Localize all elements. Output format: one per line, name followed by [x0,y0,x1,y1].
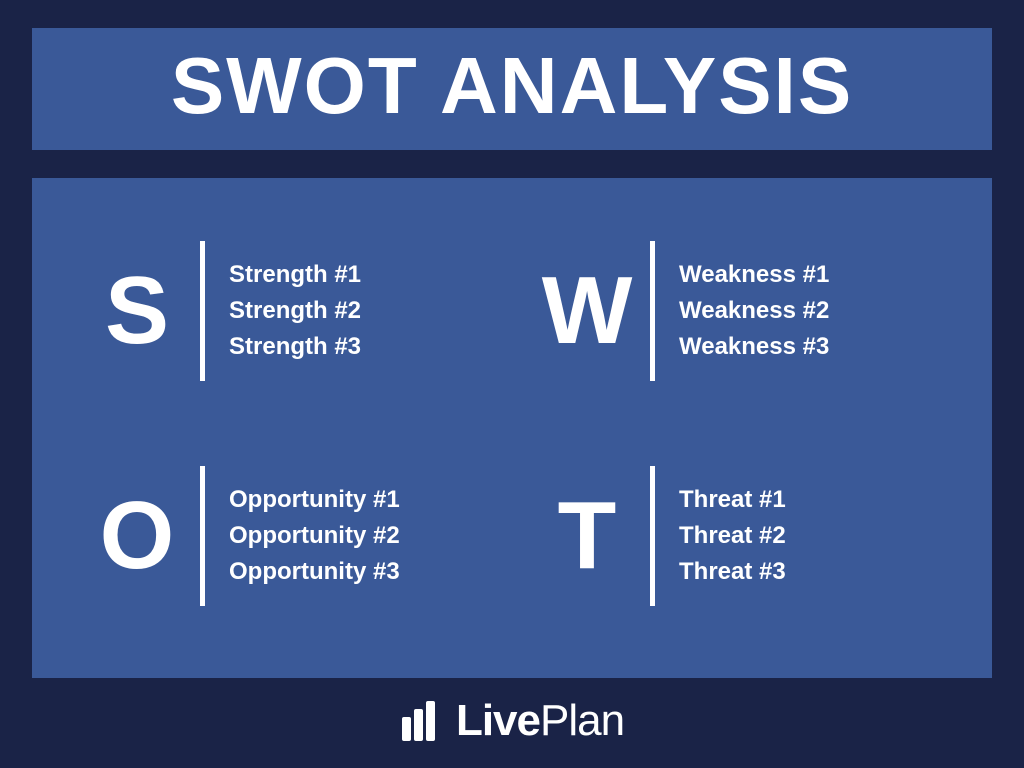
brand-name: LivePlan [456,696,624,746]
list-item: Strength #1 [229,257,361,293]
liveplan-logo-icon [400,699,446,743]
list-item: Strength #3 [229,329,361,365]
opportunities-list: Opportunity #1 Opportunity #2 Opportunit… [229,482,400,590]
quadrant-opportunities: O Opportunity #1 Opportunity #2 Opportun… [82,453,492,618]
threats-list: Threat #1 Threat #2 Threat #3 [679,482,786,590]
list-item: Opportunity #2 [229,518,400,554]
letter-w: W [532,263,642,359]
list-item: Weakness #1 [679,257,829,293]
list-item: Weakness #2 [679,293,829,329]
divider [200,466,205,606]
list-item: Opportunity #3 [229,554,400,590]
list-item: Threat #1 [679,482,786,518]
brand-bold: Live [456,696,540,745]
list-item: Opportunity #1 [229,482,400,518]
footer: LivePlan [32,678,992,768]
divider [650,466,655,606]
strengths-list: Strength #1 Strength #2 Strength #3 [229,257,361,365]
list-item: Strength #2 [229,293,361,329]
list-item: Threat #2 [679,518,786,554]
title-bar: SWOT ANALYSIS [32,28,992,150]
letter-s: S [82,263,192,359]
divider [200,241,205,381]
list-item: Threat #3 [679,554,786,590]
letter-o: O [82,488,192,584]
quadrant-strengths: S Strength #1 Strength #2 Strength #3 [82,228,492,393]
letter-t: T [532,488,642,584]
brand-light: Plan [540,696,624,745]
page-title: SWOT ANALYSIS [32,40,992,132]
quadrant-threats: T Threat #1 Threat #2 Threat #3 [532,453,942,618]
quadrant-weaknesses: W Weakness #1 Weakness #2 Weakness #3 [532,228,942,393]
divider [650,241,655,381]
weaknesses-list: Weakness #1 Weakness #2 Weakness #3 [679,257,829,365]
list-item: Weakness #3 [679,329,829,365]
swot-panel: S Strength #1 Strength #2 Strength #3 W … [32,178,992,678]
